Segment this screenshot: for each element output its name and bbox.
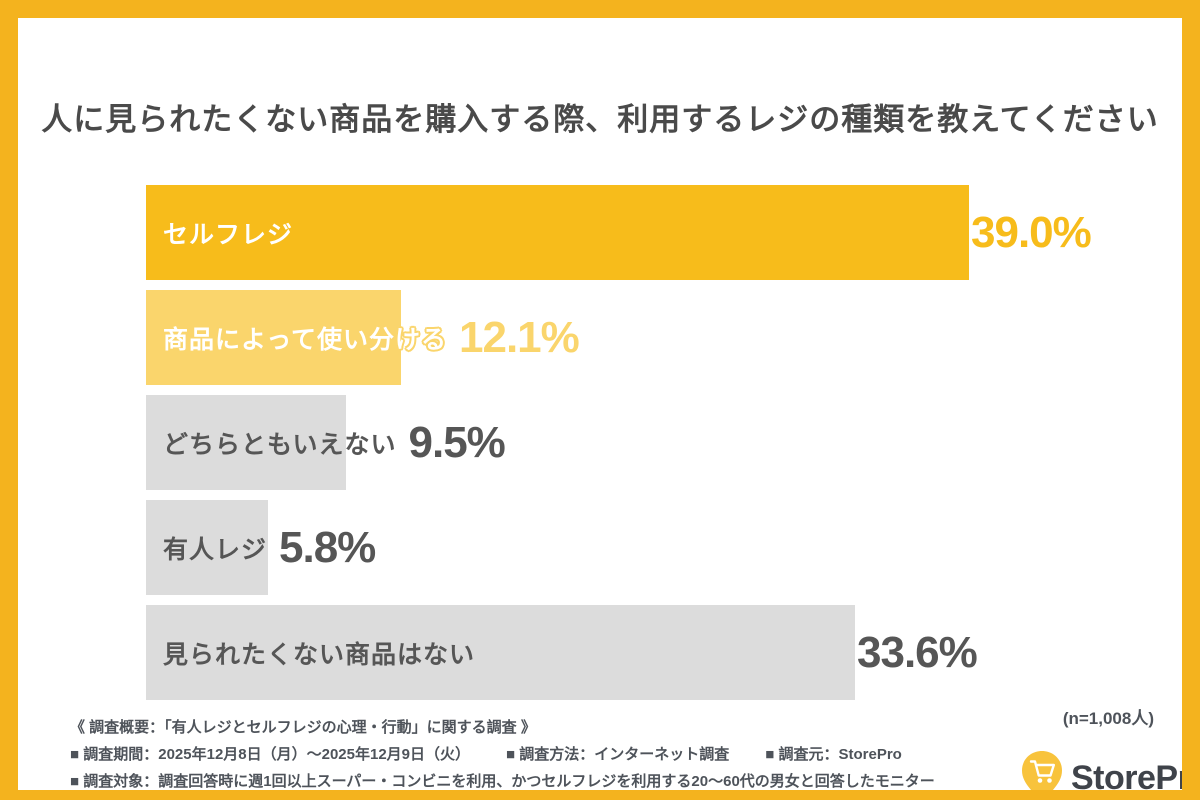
survey-overview: 《 調査概要：「有人レジとセルフレジの心理・行動」に関する調査 》 ■ 調査期間… — [70, 713, 935, 800]
bar-value: 5.8% — [279, 522, 376, 572]
bar-label: セルフレジ — [163, 220, 294, 249]
bar — [146, 605, 855, 700]
survey-overview-title: 《 調査概要：「有人レジとセルフレジの心理・行動」に関する調査 》 — [70, 713, 935, 740]
bar-row-staffed-register: 有人レジ 5.8% — [146, 500, 1182, 595]
chart-title: 人に見られたくない商品を購入する際、利用するレジの種類を教えてください — [41, 102, 1159, 137]
footer-text: ■ 調査対象：調査回答時に週1回以上スーパー・コンビニを利用、かつセルフレジを利… — [70, 773, 935, 790]
bar — [146, 290, 401, 385]
bar-row-no-such-product: 見られたくない商品はない 33.6% — [146, 605, 1182, 700]
bar-value: 33.6% — [857, 627, 978, 677]
bar-label: 商品によって使い分ける — [163, 325, 448, 354]
bar-label: 有人レジ — [163, 535, 268, 564]
bar-label: 見られたくない商品はない — [163, 640, 476, 669]
logo-text: StorePro — [1071, 759, 1200, 797]
footer-text: ■ 調査期間：2025年12月8日（月）〜2025年12月9日（火） — [70, 746, 471, 763]
survey-target-line: ■ 調査対象：調査回答時に週1回以上スーパー・コンビニを利用、かつセルフレジを利… — [70, 767, 935, 790]
storepro-logo: StorePro — [1020, 749, 1200, 797]
footer-text: 《 調査概要：「有人レジとセルフレジの心理・行動」に関する調査 》 — [70, 719, 536, 736]
survey-monitor-line: ■ モニター提供元：PRIZMAリサーチ ■ 調査人数：1,008人 — [70, 794, 935, 800]
bar-row-depends-on-product: 商品によって使い分ける 12.1% — [146, 290, 1182, 385]
bar — [146, 500, 268, 595]
bar-value: 39.0% — [971, 207, 1092, 257]
bar-row-neither: どちらともいえない 9.5% — [146, 395, 1182, 490]
bar — [146, 185, 969, 280]
sample-size-note: (n=1,008人) — [1062, 709, 1154, 728]
survey-period-line: ■ 調査期間：2025年12月8日（月）〜2025年12月9日（火） ■ 調査方… — [70, 740, 935, 767]
cart-pin-icon — [1020, 749, 1064, 790]
bar — [146, 395, 346, 490]
bar-label: どちらともいえない — [163, 430, 397, 459]
bar-value: 9.5% — [408, 417, 506, 467]
bar-row-self-checkout: セルフレジ 39.0% — [146, 185, 1182, 280]
footer-text: ■ 調査元：StorePro — [765, 746, 902, 763]
footer-text: ■ 調査方法：インターネット調査 — [506, 746, 730, 763]
bar-chart: セルフレジ 39.0% 商品によって使い分ける 12.1% どちらともいえない … — [146, 185, 1182, 710]
bar-value: 12.1% — [459, 312, 580, 362]
